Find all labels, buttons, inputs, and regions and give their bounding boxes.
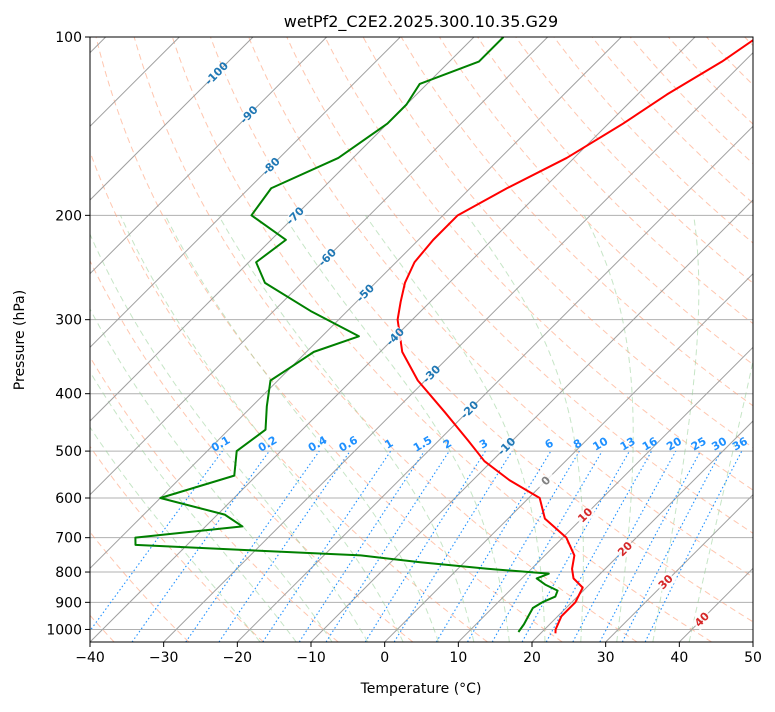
y-tick-label: 200 xyxy=(55,208,82,224)
x-tick-label: 10 xyxy=(449,650,467,666)
x-tick-label: 20 xyxy=(523,650,541,666)
y-axis-label: Pressure (hPa) xyxy=(12,290,28,390)
y-tick-label: 400 xyxy=(55,387,82,403)
x-tick-label: −30 xyxy=(149,650,179,666)
x-tick-label: −10 xyxy=(296,650,326,666)
x-tick-label: 0 xyxy=(380,650,389,666)
y-tick-label: 1000 xyxy=(46,622,82,638)
x-tick-label: 30 xyxy=(597,650,615,666)
x-axis-label: Temperature (°C) xyxy=(360,681,482,697)
x-tick-label: 50 xyxy=(744,650,762,666)
y-tick-label: 600 xyxy=(55,491,82,507)
y-tick-label: 700 xyxy=(55,531,82,547)
y-tick-label: 800 xyxy=(55,565,82,581)
x-tick-label: −20 xyxy=(223,650,253,666)
x-tick-label: −40 xyxy=(75,650,105,666)
y-tick-label: 300 xyxy=(55,313,82,329)
y-tick-label: 500 xyxy=(55,444,82,460)
x-tick-label: 40 xyxy=(670,650,688,666)
chart-title: wetPf2_C2E2.2025.300.10.35.G29 xyxy=(284,12,558,32)
y-tick-label: 100 xyxy=(55,30,82,46)
y-tick-label: 900 xyxy=(55,595,82,611)
